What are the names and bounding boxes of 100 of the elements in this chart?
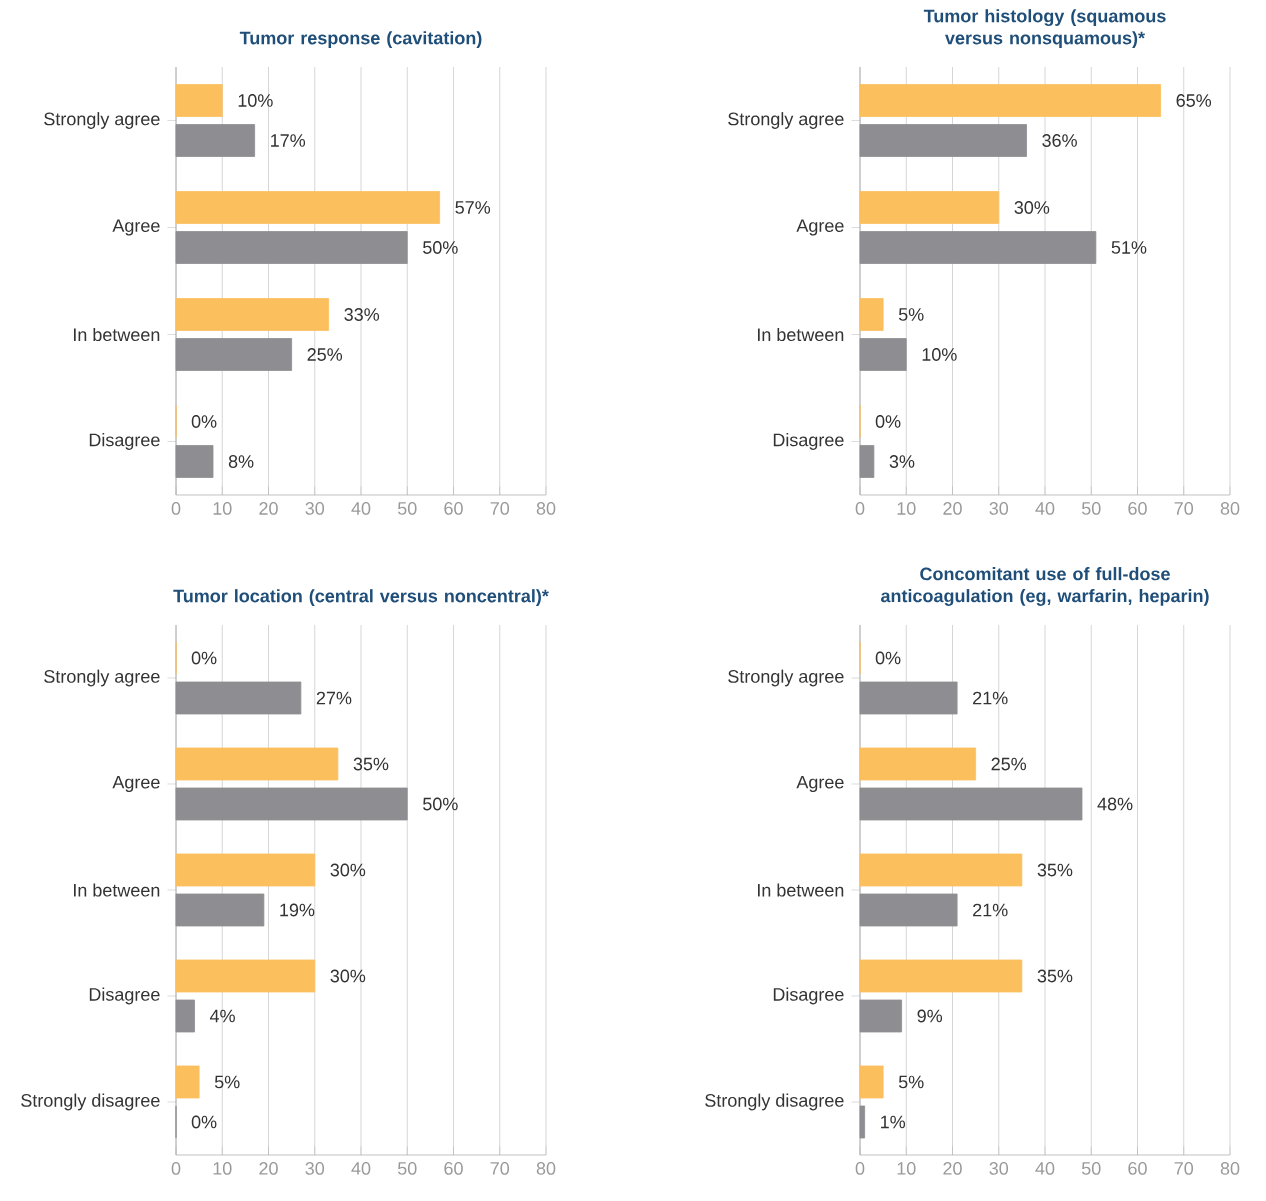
data-label: 33% xyxy=(344,308,380,321)
chart-title: Tumor location (central versus noncentral)* xyxy=(173,589,549,606)
data-label: 0% xyxy=(191,415,217,428)
x-tick-label: 0 xyxy=(171,1162,181,1175)
data-label: 27% xyxy=(316,691,352,705)
x-tick-label: 20 xyxy=(259,1162,278,1175)
chart-title: Tumor response (cavitation) xyxy=(239,31,482,48)
x-tick-label: 40 xyxy=(1035,502,1055,515)
x-tick-label: 40 xyxy=(351,502,371,515)
x-tick-label: 20 xyxy=(943,502,962,515)
x-tick-label: 20 xyxy=(259,502,278,515)
x-tick-label: 0 xyxy=(855,1162,865,1175)
y-tick-label: Strongly agree xyxy=(728,112,844,129)
bar xyxy=(175,445,214,478)
x-tick-label: 30 xyxy=(989,502,1009,515)
data-label: 17% xyxy=(271,134,306,147)
data-label: 5% xyxy=(898,1075,924,1089)
data-label: 0% xyxy=(875,415,901,428)
x-tick-label: 10 xyxy=(897,1162,916,1175)
data-label: 48% xyxy=(1097,797,1133,811)
bar xyxy=(859,999,903,1033)
x-tick-label: 40 xyxy=(1035,1162,1055,1175)
y-tick-label: Strongly disagree xyxy=(21,1093,160,1111)
y-tick-label: Agree xyxy=(112,775,160,793)
data-label: 0% xyxy=(875,651,901,665)
bar xyxy=(859,853,1023,887)
data-label: 19% xyxy=(280,903,315,917)
bar xyxy=(175,747,339,781)
x-tick-label: 50 xyxy=(397,1162,417,1175)
data-label: 35% xyxy=(1037,969,1073,983)
y-tick-label: Strongly agree xyxy=(44,669,160,687)
x-tick-label: 20 xyxy=(943,1162,962,1175)
bar xyxy=(175,959,316,993)
bar xyxy=(859,445,875,478)
bar xyxy=(175,1065,200,1099)
x-tick-label: 60 xyxy=(1128,502,1147,515)
data-label: 25% xyxy=(307,348,343,361)
data-label: 30% xyxy=(1014,201,1050,214)
data-label: 8% xyxy=(228,455,254,468)
x-tick-label: 70 xyxy=(1174,1162,1194,1175)
x-tick-label: 10 xyxy=(897,502,916,515)
bar xyxy=(175,787,408,821)
bar xyxy=(175,681,302,715)
data-label: 50% xyxy=(423,797,458,811)
data-label: 5% xyxy=(214,1075,240,1089)
data-label: 21% xyxy=(973,903,1008,917)
bar xyxy=(859,124,1027,157)
bar xyxy=(859,84,1162,117)
data-label: 1% xyxy=(881,1115,906,1129)
x-tick-label: 70 xyxy=(490,502,510,515)
y-tick-label: In between xyxy=(758,327,844,342)
bar xyxy=(859,893,958,927)
x-tick-label: 30 xyxy=(305,1162,325,1175)
bar xyxy=(175,999,195,1033)
bar xyxy=(175,124,256,157)
y-tick-label: Disagree xyxy=(773,987,844,1005)
data-label: 25% xyxy=(991,757,1027,771)
y-tick-label: Strongly agree xyxy=(44,112,160,129)
data-label: 9% xyxy=(917,1009,943,1023)
data-label: 4% xyxy=(209,1009,235,1023)
bar xyxy=(175,853,316,887)
data-label: 50% xyxy=(423,241,458,254)
x-tick-label: 80 xyxy=(536,502,556,515)
data-label: 0% xyxy=(191,651,217,665)
x-tick-label: 50 xyxy=(1081,1162,1101,1175)
x-tick-label: 10 xyxy=(213,1162,232,1175)
data-label: 5% xyxy=(898,308,924,321)
bar xyxy=(859,231,1097,264)
y-tick-label: Agree xyxy=(796,219,844,236)
data-label: 0% xyxy=(191,1115,217,1129)
y-tick-label: Strongly agree xyxy=(728,669,844,687)
bar xyxy=(859,191,1000,224)
x-tick-label: 80 xyxy=(536,1162,556,1175)
bar xyxy=(175,338,293,371)
y-tick-label: In between xyxy=(74,327,160,342)
bar xyxy=(175,893,265,927)
x-tick-label: 60 xyxy=(444,502,463,515)
y-tick-label: Agree xyxy=(796,775,844,793)
data-label: 3% xyxy=(889,455,915,468)
x-tick-label: 50 xyxy=(397,502,417,515)
x-tick-label: 40 xyxy=(351,1162,371,1175)
y-tick-label: Disagree xyxy=(89,433,160,450)
y-tick-label: Strongly disagree xyxy=(705,1093,844,1111)
bar xyxy=(859,787,1083,821)
y-tick-label: Agree xyxy=(112,219,160,236)
data-label: 30% xyxy=(330,863,366,877)
x-tick-label: 80 xyxy=(1220,502,1240,515)
x-tick-label: 10 xyxy=(213,502,232,515)
data-label: 51% xyxy=(1111,241,1147,254)
bar xyxy=(175,298,330,331)
bar xyxy=(859,747,977,781)
x-tick-label: 0 xyxy=(855,502,865,515)
bar xyxy=(175,84,223,117)
y-tick-label: Disagree xyxy=(773,433,844,450)
y-tick-label: Disagree xyxy=(89,987,160,1005)
y-tick-label: In between xyxy=(74,883,160,897)
x-tick-label: 50 xyxy=(1081,502,1101,515)
bar xyxy=(859,681,958,715)
chart-title: Tumor histology (squamous versus nonsquamous)* xyxy=(923,9,1166,48)
data-label: 65% xyxy=(1176,94,1212,107)
